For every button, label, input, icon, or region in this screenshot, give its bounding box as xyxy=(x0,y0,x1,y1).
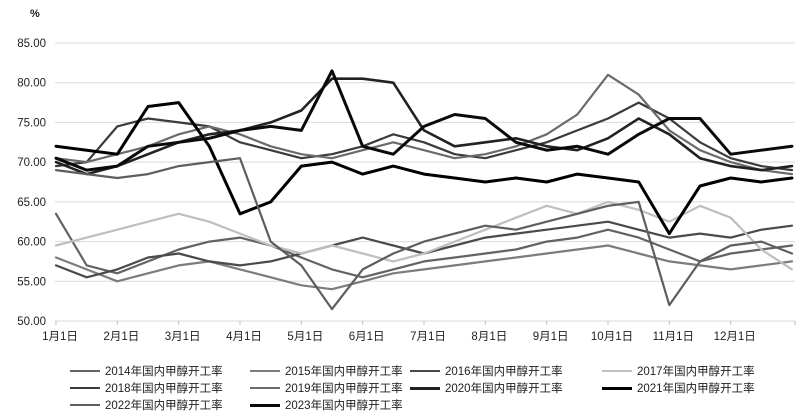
legend: 2014年国内甲醇开工率 2015年国内甲醇开工率 2016年国内甲醇开工率 2017… xyxy=(70,363,799,413)
series-line-2018 xyxy=(54,101,794,172)
x-tick-label: 8月1日 xyxy=(471,331,507,343)
x-tick-label: 3月1日 xyxy=(165,331,201,343)
legend-item-2017: 2017年国内甲醇开工率 xyxy=(602,363,799,379)
x-tick-label: 9月1日 xyxy=(533,331,569,343)
legend-swatch-icon xyxy=(602,386,632,390)
legend-swatch-icon xyxy=(70,404,100,406)
legend-label: 2015年国内甲醇开工率 xyxy=(285,366,403,378)
legend-label: 2018年国内甲醇开工率 xyxy=(105,383,223,395)
y-tick-label: 85.00 xyxy=(17,38,46,50)
gridlines xyxy=(55,42,795,322)
x-tick-label: 5月1日 xyxy=(287,331,323,343)
legend-item-2020: 2020年国内甲醇开工率 xyxy=(410,380,602,396)
legend-item-2014: 2014年国内甲醇开工率 xyxy=(70,363,250,379)
legend-item-2023: 2023年国内甲醇开工率 xyxy=(250,397,410,413)
legend-label: 2016年国内甲醇开工率 xyxy=(445,366,563,378)
legend-swatch-icon xyxy=(250,403,280,407)
legend-label: 2017年国内甲醇开工率 xyxy=(637,366,755,378)
plot-area: 85.00 80.00 75.00 70.00 65.00 60.00 55.00 50.00… xyxy=(17,38,796,343)
y-tick-label: 80.00 xyxy=(17,78,46,90)
x-tick-label: 4月1日 xyxy=(226,331,262,343)
y-axis-unit-label: % xyxy=(30,8,40,20)
legend-item-2021: 2021年国内甲醇开工率 xyxy=(602,380,799,396)
legend-label: 2019年国内甲醇开工率 xyxy=(285,383,403,395)
y-tick-label: 50.00 xyxy=(17,316,46,328)
y-axis-tick-labels: 85.00 80.00 75.00 70.00 65.00 60.00 55.00 50.00 xyxy=(17,38,46,328)
y-tick-label: 75.00 xyxy=(17,117,46,129)
x-axis-ticks xyxy=(55,321,796,325)
legend-swatch-icon xyxy=(250,370,280,372)
series-line-2019 xyxy=(54,73,794,176)
legend-item-2015: 2015年国内甲醇开工率 xyxy=(250,363,410,379)
series-line-2021 xyxy=(54,101,794,236)
x-tick-label: 7月1日 xyxy=(410,331,446,343)
y-tick-label: 60.00 xyxy=(17,237,46,249)
y-tick-label: 65.00 xyxy=(17,197,46,209)
series-line-2022 xyxy=(54,157,794,311)
series-line-2017 xyxy=(54,200,794,271)
x-axis-tick-labels: 1月1日 2月1日 3月1日 4月1日 5月1日 6月1日 7月1日 8月1日 9月1日 10月1… xyxy=(42,331,756,343)
series-line-2014 xyxy=(54,212,794,279)
legend-swatch-icon xyxy=(70,387,100,389)
legend-swatch-icon xyxy=(410,386,440,390)
legend-label: 2022年国内甲醇开工率 xyxy=(105,400,223,412)
legend-label: 2020年国内甲醇开工率 xyxy=(445,383,563,395)
legend-item-2022: 2022年国内甲醇开工率 xyxy=(70,397,250,413)
x-tick-label: 11月1日 xyxy=(653,331,694,343)
x-tick-label: 12月1日 xyxy=(714,331,756,343)
legend-swatch-icon xyxy=(250,387,280,389)
legend-swatch-icon xyxy=(602,370,632,372)
legend-item-2019: 2019年国内甲醇开工率 xyxy=(250,380,410,396)
legend-label: 2014年国内甲醇开工率 xyxy=(105,366,223,378)
x-tick-label: 10月1日 xyxy=(591,331,633,343)
series-line-2023 xyxy=(54,69,794,172)
legend-item-2016: 2016年国内甲醇开工率 xyxy=(410,363,602,379)
legend-label: 2021年国内甲醇开工率 xyxy=(637,383,755,395)
x-tick-label: 2月1日 xyxy=(103,331,139,343)
series-line-2015 xyxy=(54,244,794,291)
x-tick-label: 1月1日 xyxy=(42,331,78,343)
y-tick-label: 70.00 xyxy=(17,157,46,169)
legend-swatch-icon xyxy=(410,370,440,372)
y-tick-label: 55.00 xyxy=(17,276,46,288)
legend-label: 2023年国内甲醇开工率 xyxy=(285,400,403,412)
legend-swatch-icon xyxy=(70,370,100,372)
x-tick-label: 6月1日 xyxy=(349,331,385,343)
legend-item-2018: 2018年国内甲醇开工率 xyxy=(70,380,250,396)
